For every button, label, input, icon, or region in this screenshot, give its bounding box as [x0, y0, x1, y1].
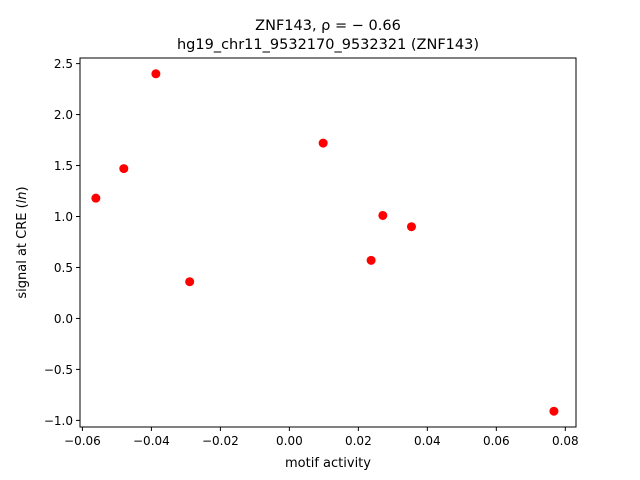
y-tick-label: 0.5 [54, 261, 73, 275]
x-tick-label: −0.06 [64, 434, 101, 448]
y-tick-label: 2.5 [54, 57, 73, 71]
chart-title-line1: ZNF143, ρ = − 0.66 [255, 18, 401, 34]
x-tick-label: 0.00 [276, 434, 303, 448]
data-point [119, 164, 129, 174]
x-tick-label: 0.02 [345, 434, 372, 448]
data-point [378, 210, 388, 220]
y-tick-label: 1.5 [54, 159, 73, 173]
y-tick-label: −0.5 [44, 363, 73, 377]
data-point [406, 222, 416, 232]
scatter-points [91, 69, 559, 416]
x-axis-ticks: −0.06 −0.04 −0.02 0.00 0.02 0.04 0.06 0.08 [64, 427, 579, 448]
y-axis-label: signal at CRE (ln) [15, 186, 30, 298]
x-tick-label: 0.08 [552, 434, 579, 448]
chart-title-line2: hg19_chr11_9532170_9532321 (ZNF143) [177, 37, 479, 53]
x-axis-label: motif activity [285, 456, 371, 471]
y-tick-label: 2.0 [54, 108, 73, 122]
x-tick-label: −0.04 [133, 434, 170, 448]
data-point [91, 193, 101, 203]
data-point [366, 255, 376, 265]
x-tick-label: 0.06 [483, 434, 510, 448]
data-point [318, 138, 328, 148]
data-point [151, 69, 161, 79]
data-point [549, 406, 559, 416]
x-tick-label: 0.04 [414, 434, 441, 448]
x-tick-label: −0.02 [202, 434, 239, 448]
data-point [185, 277, 195, 287]
y-tick-label: 0.0 [54, 312, 73, 326]
y-tick-label: −1.0 [44, 414, 73, 428]
plot-area-frame [79, 57, 577, 428]
y-tick-label: 1.0 [54, 210, 73, 224]
y-axis-ticks: −1.0 −0.5 0.0 0.5 1.0 1.5 2.0 2.5 [44, 57, 80, 428]
